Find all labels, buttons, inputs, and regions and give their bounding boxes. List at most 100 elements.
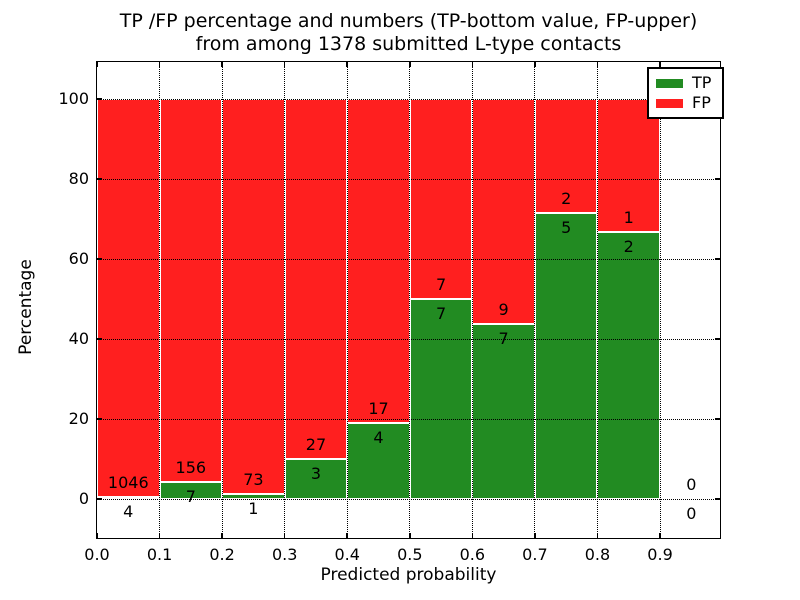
bar-segment-fp — [472, 99, 535, 324]
plot-area: TP FP 1046 4 156 7 73 1 27 3 17 4 7 7 9 7 2 5 1 2 0 0 — [95, 60, 724, 539]
x-tick-mark — [659, 62, 661, 67]
v-gridline — [409, 62, 411, 538]
x-tick-label: 0.4 — [334, 545, 360, 564]
tp-count-label: 1 — [248, 498, 259, 518]
x-tick-label: 0.1 — [146, 545, 173, 564]
x-tick-mark — [596, 62, 599, 67]
x-tick-label: 0.9 — [647, 545, 673, 564]
x-tick-label: 0.2 — [209, 545, 235, 564]
fp-count-label: 73 — [243, 469, 264, 489]
legend-entry-tp: TP — [656, 73, 722, 93]
y-tick-mark — [97, 98, 102, 100]
y-tick-mark — [715, 338, 720, 340]
v-gridline — [159, 62, 161, 538]
x-tick-mark — [471, 62, 474, 67]
y-tick-mark — [715, 178, 720, 180]
bar-segment-fp — [347, 99, 410, 423]
bar-segment-tp — [472, 324, 535, 499]
fp-count-label: 1 — [623, 208, 634, 228]
x-tick-mark — [346, 62, 348, 67]
y-tick-label: 20 — [68, 409, 89, 428]
legend-label-fp: FP — [692, 93, 711, 112]
tp-count-label: 7 — [435, 304, 447, 323]
x-tick-mark — [659, 533, 661, 538]
v-gridline — [471, 62, 473, 538]
bar-segment-tp — [347, 422, 410, 499]
x-tick-label: 0.8 — [584, 545, 611, 564]
x-tick-mark — [409, 62, 411, 67]
x-tick-mark — [283, 62, 286, 67]
bar-segment-fp — [284, 99, 348, 459]
x-tick-label: 0.0 — [84, 545, 110, 564]
chart-title-line1: TP /FP percentage and numbers (TP-bottom… — [119, 10, 698, 32]
y-tick-mark — [715, 418, 720, 420]
y-tick-label: 0 — [78, 489, 89, 508]
y-tick-mark — [97, 258, 102, 260]
fp-count-label: 156 — [175, 457, 207, 477]
bar-segment-fp — [534, 99, 598, 214]
y-tick-mark — [97, 338, 102, 340]
y-tick-mark — [715, 498, 720, 500]
v-gridline — [534, 62, 536, 538]
x-tick-mark — [346, 533, 348, 538]
tp-swatch-icon — [656, 78, 683, 88]
v-gridline — [221, 62, 223, 538]
x-tick-mark — [283, 533, 286, 538]
v-gridline — [659, 62, 661, 538]
y-tick-mark — [715, 258, 720, 260]
h-gridline — [97, 338, 720, 340]
bar-segment-fp — [597, 99, 661, 233]
y-tick-label: 100 — [58, 89, 89, 108]
y-tick-label: 40 — [68, 329, 89, 348]
bar-segment-tp — [409, 299, 473, 499]
x-tick-mark — [534, 533, 536, 538]
y-tick-mark — [97, 498, 102, 500]
fp-count-label: 2 — [561, 189, 572, 209]
fp-count-label: 0 — [686, 475, 697, 494]
x-tick-mark — [596, 533, 599, 538]
x-tick-mark — [96, 62, 98, 67]
legend-entry-fp: FP — [656, 93, 722, 113]
v-gridline — [596, 62, 598, 538]
legend: TP FP — [647, 67, 724, 119]
bar-segment-fp — [159, 99, 223, 482]
tp-count-label: 4 — [373, 427, 384, 447]
y-tick-mark — [97, 418, 102, 420]
fp-count-label: 9 — [498, 300, 509, 319]
x-tick-mark — [158, 533, 161, 538]
tp-count-label: 3 — [310, 464, 322, 483]
bar-segment-tp — [534, 213, 598, 499]
h-gridline — [97, 98, 720, 100]
x-tick-mark — [96, 533, 98, 538]
x-tick-mark — [221, 533, 223, 538]
x-tick-label: 0.5 — [397, 545, 423, 564]
x-tick-mark — [221, 62, 223, 67]
x-tick-mark — [534, 62, 536, 67]
x-tick-label: 0.6 — [459, 545, 486, 564]
bar-segment-fp — [409, 99, 473, 299]
x-tick-label: 0.7 — [522, 545, 548, 564]
fp-count-label: 17 — [368, 398, 389, 418]
fp-count-label: 27 — [305, 435, 327, 454]
x-tick-mark — [409, 533, 411, 538]
fp-swatch-icon — [656, 98, 683, 108]
h-gridline — [97, 418, 720, 420]
h-gridline — [97, 178, 720, 180]
x-tick-label: 0.3 — [271, 545, 298, 564]
bar-segment-fp — [97, 99, 160, 498]
bar-segment-tp — [597, 232, 661, 499]
tp-count-label: 7 — [185, 486, 196, 506]
tp-count-label: 5 — [561, 218, 572, 238]
legend-label-tp: TP — [692, 73, 712, 92]
x-tick-mark — [471, 533, 474, 538]
tp-count-label: 7 — [498, 329, 509, 348]
y-tick-label: 60 — [68, 249, 89, 268]
x-tick-mark — [158, 62, 161, 67]
v-gridline — [346, 62, 348, 538]
v-gridline — [284, 62, 286, 538]
bar-segment-fp — [222, 99, 285, 494]
tp-count-label: 4 — [123, 502, 134, 522]
chart-title: TP /FP percentage and numbers (TP-bottom… — [97, 10, 720, 56]
h-gridline — [97, 498, 720, 500]
